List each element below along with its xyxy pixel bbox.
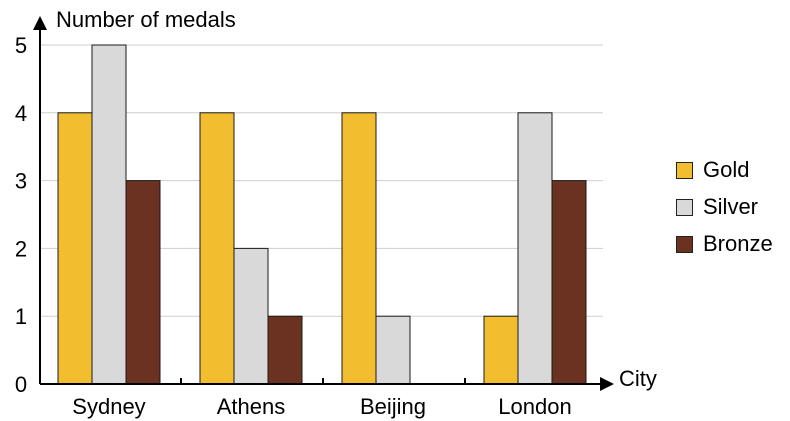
bar-london-silver — [517, 112, 553, 385]
bar-london-bronze — [551, 180, 587, 385]
x-tick-label: Sydney — [72, 394, 145, 419]
bar-sydney-silver — [91, 44, 127, 385]
y-tick-label: 1 — [15, 304, 27, 329]
y-tick-label: 2 — [15, 236, 27, 261]
x-tick-label: London — [498, 394, 571, 419]
legend-label-bronze: Bronze — [703, 231, 773, 256]
x-tick-label: Athens — [217, 394, 286, 419]
axes — [33, 16, 614, 391]
y-tick-label: 3 — [15, 169, 27, 194]
legend-swatch-gold — [676, 162, 693, 179]
x-axis-ticks — [180, 378, 466, 384]
legend-swatch-silver — [676, 199, 693, 216]
x-tick-labels: Sydney Athens Beijing London — [72, 394, 571, 419]
bar-athens-gold — [199, 112, 235, 385]
bars — [57, 44, 587, 385]
y-tick-labels: 0 1 2 3 4 5 — [15, 33, 27, 397]
bar-athens-silver — [233, 247, 269, 385]
bar-sydney-bronze — [125, 180, 161, 385]
legend-label-silver: Silver — [703, 194, 759, 219]
y-axis-arrow-icon — [33, 16, 47, 30]
y-axis-label: Number of medals — [56, 7, 236, 32]
x-axis-label: City — [619, 366, 657, 391]
bar-sydney-gold — [57, 112, 93, 385]
bar-athens-bronze — [267, 315, 303, 385]
x-tick-label: Beijing — [360, 394, 426, 419]
bar-london-gold — [483, 315, 519, 385]
bar-beijing-gold — [341, 112, 377, 385]
legend-swatch-bronze — [676, 236, 693, 253]
y-tick-label: 5 — [15, 33, 27, 58]
bar-beijing-silver — [375, 315, 411, 385]
legend-label-gold: Gold — [703, 157, 750, 182]
x-axis-arrow-icon — [600, 377, 614, 391]
y-tick-label: 4 — [15, 101, 27, 126]
y-tick-label: 0 — [15, 372, 27, 397]
